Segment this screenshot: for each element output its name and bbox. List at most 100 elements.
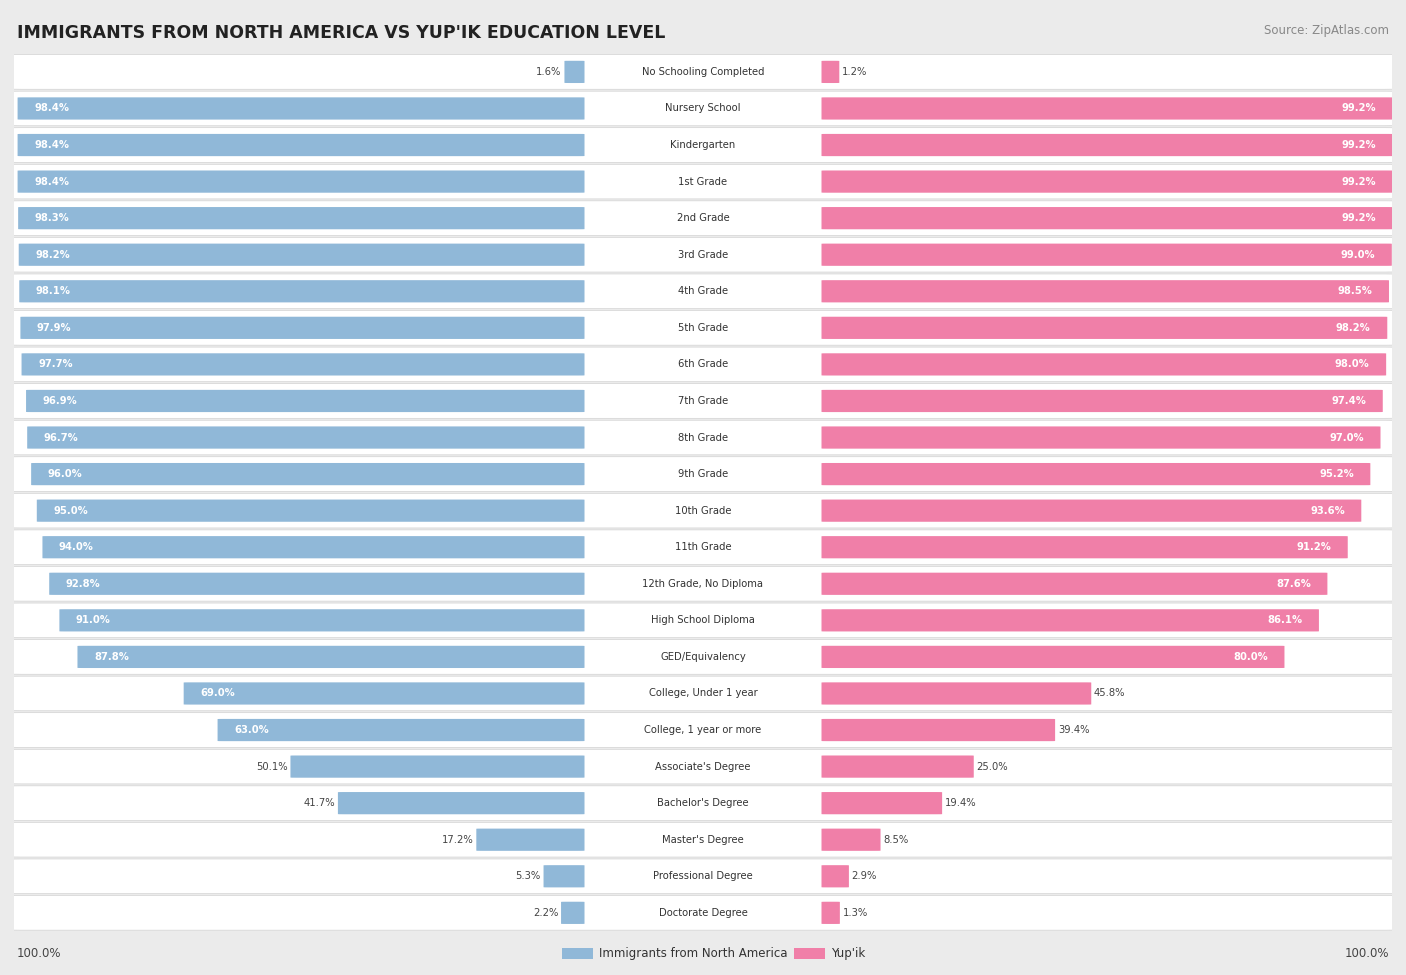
Text: Nursery School: Nursery School xyxy=(665,103,741,113)
Text: 96.7%: 96.7% xyxy=(44,433,79,443)
Text: 92.8%: 92.8% xyxy=(66,579,100,589)
Text: 98.4%: 98.4% xyxy=(34,176,69,186)
Text: 8.5%: 8.5% xyxy=(883,835,908,844)
FancyBboxPatch shape xyxy=(821,829,880,851)
FancyBboxPatch shape xyxy=(10,530,1396,565)
Text: 91.2%: 91.2% xyxy=(1296,542,1331,552)
FancyBboxPatch shape xyxy=(821,353,1386,375)
FancyBboxPatch shape xyxy=(821,426,1381,448)
Text: 2.9%: 2.9% xyxy=(852,872,877,881)
FancyBboxPatch shape xyxy=(821,317,1388,339)
FancyBboxPatch shape xyxy=(18,134,585,156)
FancyBboxPatch shape xyxy=(821,572,1327,595)
Text: 97.9%: 97.9% xyxy=(37,323,72,332)
FancyBboxPatch shape xyxy=(10,384,1396,418)
FancyBboxPatch shape xyxy=(10,677,1396,711)
FancyBboxPatch shape xyxy=(42,536,585,559)
FancyBboxPatch shape xyxy=(821,244,1392,266)
Text: 97.7%: 97.7% xyxy=(38,360,73,370)
FancyBboxPatch shape xyxy=(37,499,585,522)
Text: 10th Grade: 10th Grade xyxy=(675,506,731,516)
FancyBboxPatch shape xyxy=(10,457,1396,491)
FancyBboxPatch shape xyxy=(10,786,1396,820)
Text: 8th Grade: 8th Grade xyxy=(678,433,728,443)
FancyBboxPatch shape xyxy=(10,640,1396,674)
Text: 7th Grade: 7th Grade xyxy=(678,396,728,406)
FancyBboxPatch shape xyxy=(821,463,1371,486)
Text: 99.2%: 99.2% xyxy=(1341,176,1376,186)
FancyBboxPatch shape xyxy=(337,792,585,814)
Text: 99.2%: 99.2% xyxy=(1341,140,1376,150)
Text: 100.0%: 100.0% xyxy=(1344,947,1389,960)
FancyBboxPatch shape xyxy=(10,713,1396,747)
FancyBboxPatch shape xyxy=(10,311,1396,345)
FancyBboxPatch shape xyxy=(18,98,585,120)
Text: 69.0%: 69.0% xyxy=(200,688,235,698)
Text: 50.1%: 50.1% xyxy=(256,761,288,771)
Text: 98.4%: 98.4% xyxy=(34,103,69,113)
FancyBboxPatch shape xyxy=(10,274,1396,308)
FancyBboxPatch shape xyxy=(821,792,942,814)
Text: 63.0%: 63.0% xyxy=(235,725,269,735)
Text: 12th Grade, No Diploma: 12th Grade, No Diploma xyxy=(643,579,763,589)
Text: Bachelor's Degree: Bachelor's Degree xyxy=(657,799,749,808)
Text: 17.2%: 17.2% xyxy=(441,835,474,844)
Text: 41.7%: 41.7% xyxy=(304,799,335,808)
Text: 80.0%: 80.0% xyxy=(1233,652,1268,662)
FancyBboxPatch shape xyxy=(10,896,1396,930)
FancyBboxPatch shape xyxy=(10,92,1396,126)
FancyBboxPatch shape xyxy=(18,244,585,266)
Text: 1st Grade: 1st Grade xyxy=(679,176,727,186)
Text: Kindergarten: Kindergarten xyxy=(671,140,735,150)
Text: Source: ZipAtlas.com: Source: ZipAtlas.com xyxy=(1264,24,1389,37)
FancyBboxPatch shape xyxy=(18,171,585,193)
Text: 25.0%: 25.0% xyxy=(977,761,1008,771)
Text: 96.9%: 96.9% xyxy=(42,396,77,406)
Text: 5.3%: 5.3% xyxy=(516,872,541,881)
Text: 6th Grade: 6th Grade xyxy=(678,360,728,370)
Text: 2.2%: 2.2% xyxy=(533,908,558,917)
Text: 98.1%: 98.1% xyxy=(35,287,70,296)
Text: 98.4%: 98.4% xyxy=(34,140,69,150)
Text: 9th Grade: 9th Grade xyxy=(678,469,728,479)
FancyBboxPatch shape xyxy=(21,353,585,375)
Text: 86.1%: 86.1% xyxy=(1267,615,1302,625)
Text: 97.4%: 97.4% xyxy=(1331,396,1367,406)
FancyBboxPatch shape xyxy=(218,719,585,741)
FancyBboxPatch shape xyxy=(821,719,1054,741)
Text: 95.0%: 95.0% xyxy=(53,506,89,516)
Text: High School Diploma: High School Diploma xyxy=(651,615,755,625)
FancyBboxPatch shape xyxy=(59,609,585,632)
FancyBboxPatch shape xyxy=(544,865,585,887)
Text: 94.0%: 94.0% xyxy=(59,542,94,552)
Text: 11th Grade: 11th Grade xyxy=(675,542,731,552)
Text: 87.8%: 87.8% xyxy=(94,652,129,662)
FancyBboxPatch shape xyxy=(821,207,1393,229)
FancyBboxPatch shape xyxy=(821,682,1091,705)
Text: 1.6%: 1.6% xyxy=(536,67,561,77)
FancyBboxPatch shape xyxy=(10,859,1396,893)
FancyBboxPatch shape xyxy=(77,645,585,668)
Text: 39.4%: 39.4% xyxy=(1057,725,1090,735)
FancyBboxPatch shape xyxy=(27,390,585,412)
FancyBboxPatch shape xyxy=(821,98,1393,120)
Text: GED/Equivalency: GED/Equivalency xyxy=(661,652,745,662)
Text: 87.6%: 87.6% xyxy=(1277,579,1310,589)
FancyBboxPatch shape xyxy=(10,238,1396,272)
Text: IMMIGRANTS FROM NORTH AMERICA VS YUP'IK EDUCATION LEVEL: IMMIGRANTS FROM NORTH AMERICA VS YUP'IK … xyxy=(17,24,665,42)
FancyBboxPatch shape xyxy=(821,865,849,887)
Text: 98.5%: 98.5% xyxy=(1337,287,1372,296)
FancyBboxPatch shape xyxy=(10,604,1396,638)
Text: College, 1 year or more: College, 1 year or more xyxy=(644,725,762,735)
FancyBboxPatch shape xyxy=(10,55,1396,89)
FancyBboxPatch shape xyxy=(10,420,1396,454)
FancyBboxPatch shape xyxy=(821,902,839,924)
Text: Professional Degree: Professional Degree xyxy=(654,872,752,881)
Text: 100.0%: 100.0% xyxy=(17,947,62,960)
FancyBboxPatch shape xyxy=(821,536,1348,559)
FancyBboxPatch shape xyxy=(49,572,585,595)
Text: 93.6%: 93.6% xyxy=(1310,506,1344,516)
Text: 1.2%: 1.2% xyxy=(842,67,868,77)
FancyBboxPatch shape xyxy=(821,609,1319,632)
Text: 95.2%: 95.2% xyxy=(1319,469,1354,479)
